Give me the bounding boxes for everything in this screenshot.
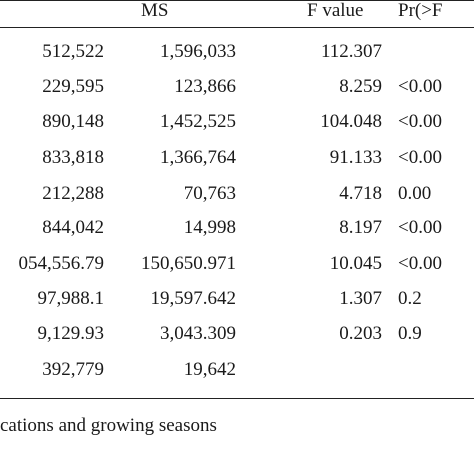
f-value-cell: 10.045 (329, 253, 382, 274)
pr-cell: <0.00 (398, 217, 442, 238)
f-value-cell: 91.133 (329, 147, 382, 168)
ms-cell: 150,650.971 (141, 253, 236, 274)
table-footnote: cations and growing seasons (0, 415, 217, 436)
table-bottom-rule (0, 398, 474, 399)
f-value-cell: 8.197 (339, 217, 382, 238)
ms-cell: 1,452,525 (160, 111, 236, 132)
f-value-cell: 0.203 (339, 323, 382, 344)
f-value-cell: 8.259 (339, 76, 382, 97)
ms-cell: 1,596,033 (160, 41, 236, 62)
pr-cell: <0.00 (398, 76, 442, 97)
ss-cell: 212,288 (42, 183, 104, 204)
pr-cell: 0.2 (398, 288, 422, 309)
ms-cell: 19,597.642 (150, 288, 237, 309)
ss-cell: 9,129.93 (37, 323, 105, 344)
ss-cell: 392,779 (42, 359, 104, 380)
f-value-cell: 104.048 (320, 111, 382, 132)
ms-cell: 70,763 (183, 183, 236, 204)
pr-cell: 0.9 (398, 323, 422, 344)
header-f-value: F value (307, 0, 364, 21)
ms-cell: 19,642 (183, 359, 236, 380)
ss-cell: 844,042 (42, 217, 104, 238)
pr-cell: <0.00 (398, 147, 442, 168)
pr-cell: <0.00 (398, 253, 442, 274)
header-rule (0, 27, 474, 28)
ms-cell: 14,998 (183, 217, 236, 238)
f-value-cell: 112.307 (320, 41, 382, 62)
ms-cell: 1,366,764 (160, 147, 236, 168)
pr-cell: 0.00 (398, 183, 432, 204)
ms-cell: 123,866 (174, 76, 236, 97)
ms-cell: 3,043.309 (160, 323, 236, 344)
ss-cell: 229,595 (42, 76, 104, 97)
f-value-cell: 1.307 (339, 288, 382, 309)
ss-cell: 512,522 (42, 41, 104, 62)
f-value-cell: 4.718 (339, 183, 382, 204)
ss-cell: 97,988.1 (37, 288, 105, 309)
header-ms: MS (141, 0, 169, 21)
ss-cell: 054,556.79 (18, 253, 105, 274)
ss-cell: 833,818 (42, 147, 104, 168)
table-top-rule (0, 0, 474, 1)
ss-cell: 890,148 (42, 111, 104, 132)
header-pr-f: Pr(>F (398, 0, 443, 21)
pr-cell: <0.00 (398, 111, 442, 132)
